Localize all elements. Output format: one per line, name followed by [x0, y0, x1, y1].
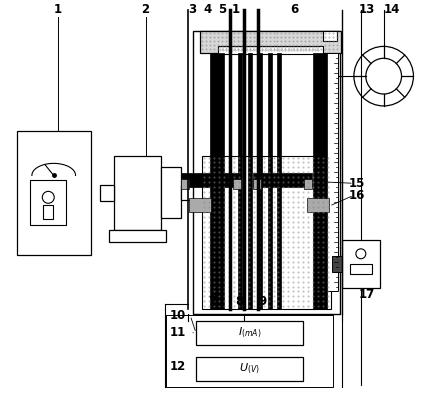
Bar — [43, 205, 53, 219]
Bar — [258, 53, 262, 309]
Bar — [350, 264, 372, 274]
Text: 2: 2 — [142, 3, 150, 16]
Text: 8: 8 — [236, 295, 244, 308]
Bar — [248, 53, 252, 309]
Text: 1: 1 — [232, 3, 240, 16]
Text: 12: 12 — [170, 360, 187, 373]
Text: 17: 17 — [359, 288, 375, 301]
Bar — [268, 53, 271, 309]
Bar — [193, 31, 340, 314]
Bar — [181, 180, 189, 189]
Bar — [181, 173, 241, 187]
Circle shape — [366, 58, 402, 94]
Bar — [17, 131, 91, 255]
Bar — [202, 155, 331, 309]
Text: 7: 7 — [208, 295, 216, 308]
Text: 13: 13 — [359, 3, 375, 16]
Bar — [218, 47, 323, 54]
Text: 10: 10 — [170, 309, 187, 322]
Text: $U_{(V)}$: $U_{(V)}$ — [239, 362, 260, 376]
Text: 3: 3 — [188, 3, 196, 16]
Bar — [313, 53, 327, 309]
Text: 16: 16 — [349, 189, 365, 202]
Bar — [196, 321, 303, 345]
Bar — [332, 256, 342, 272]
Bar — [166, 315, 333, 387]
Bar — [181, 186, 199, 200]
Text: 9: 9 — [259, 295, 267, 308]
Bar — [307, 198, 329, 212]
Bar — [114, 155, 162, 230]
Text: 5: 5 — [218, 3, 226, 16]
Text: 11: 11 — [170, 326, 187, 339]
Circle shape — [354, 47, 413, 106]
Bar — [162, 167, 181, 218]
Bar — [200, 31, 341, 53]
Bar — [342, 240, 380, 288]
Bar — [210, 53, 224, 309]
Text: 14: 14 — [383, 3, 400, 16]
Circle shape — [356, 249, 366, 259]
Bar — [323, 31, 337, 42]
Circle shape — [42, 191, 54, 203]
Bar — [100, 185, 114, 201]
Text: 15: 15 — [349, 177, 365, 190]
Bar — [189, 198, 211, 212]
Bar — [253, 180, 261, 189]
Text: $I_{(mA)}$: $I_{(mA)}$ — [238, 326, 262, 340]
Bar — [233, 180, 241, 189]
Bar — [253, 173, 312, 187]
Text: 1: 1 — [54, 3, 62, 16]
Bar — [196, 357, 303, 381]
Bar — [238, 53, 242, 309]
Bar — [31, 180, 66, 225]
Bar — [304, 180, 312, 189]
Text: 6: 6 — [290, 3, 298, 16]
Text: 4: 4 — [204, 3, 212, 16]
Bar — [277, 53, 282, 309]
Bar — [326, 53, 338, 291]
Bar — [109, 230, 166, 242]
